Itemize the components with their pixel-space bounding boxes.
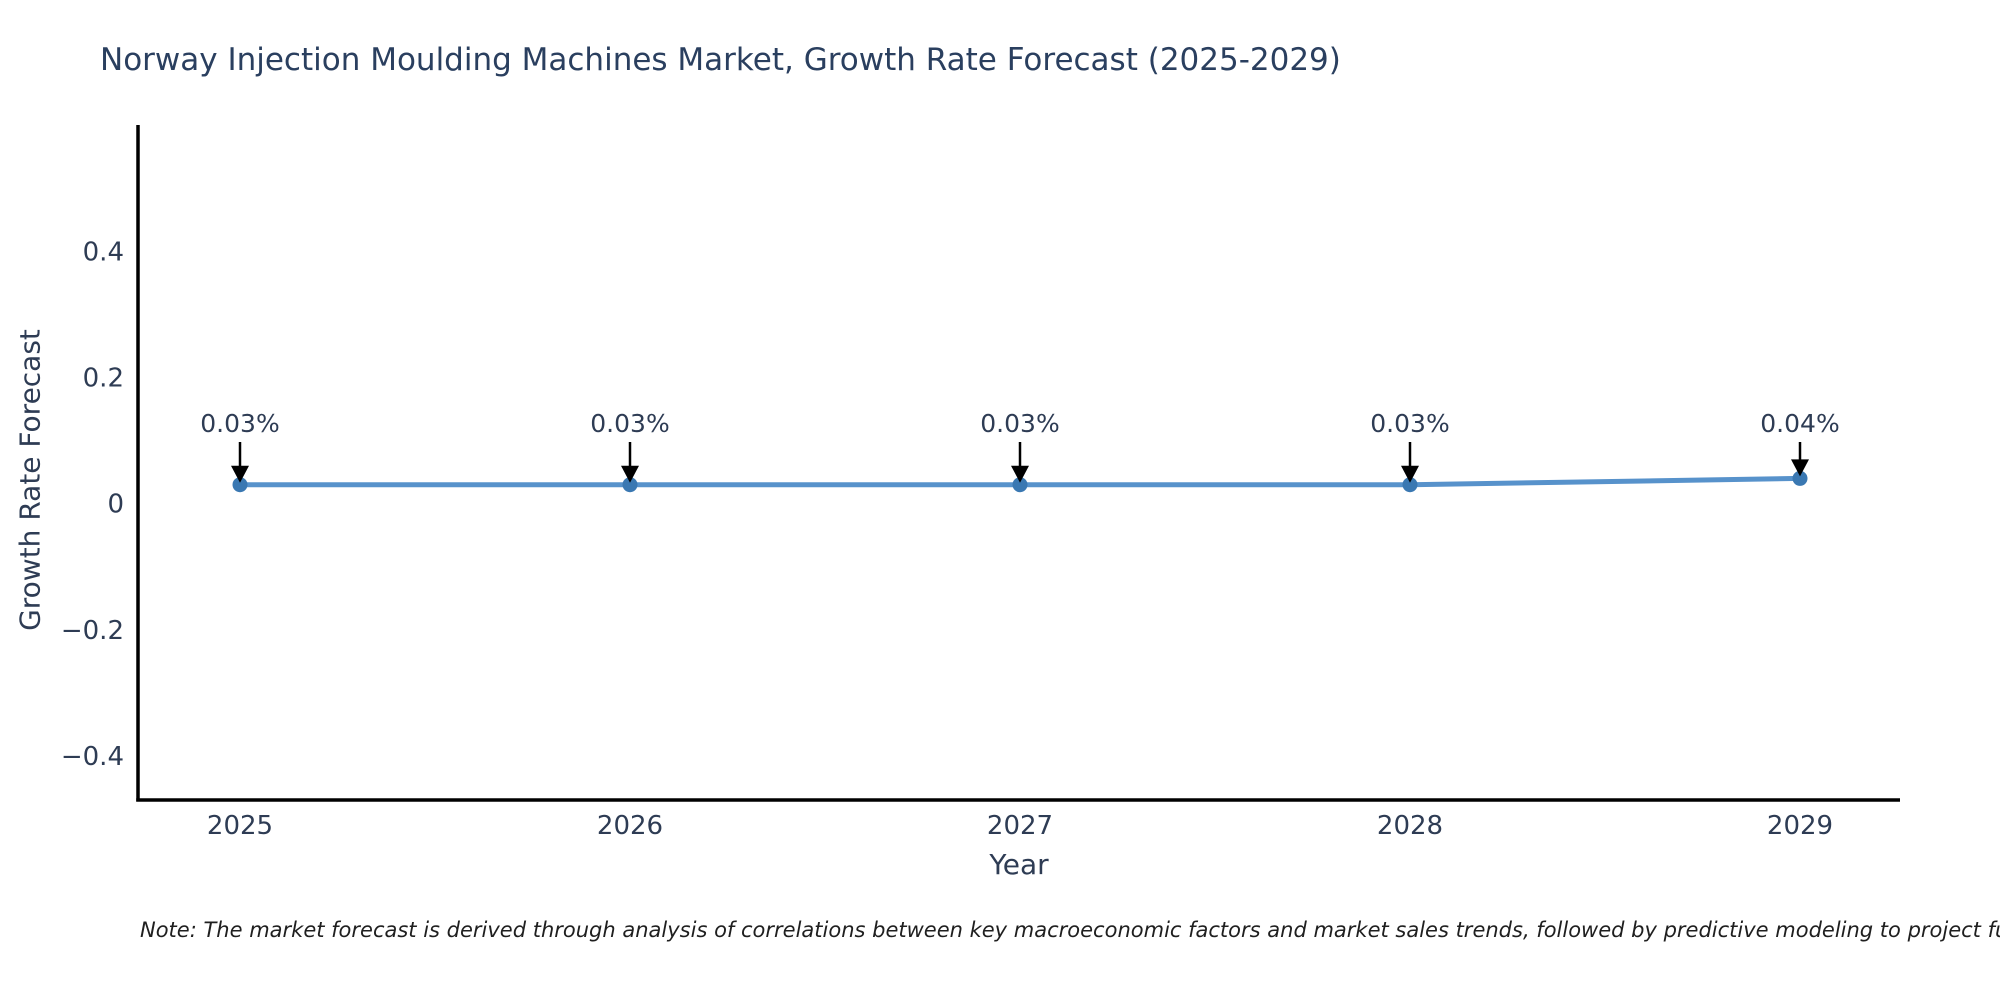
annotation-arrowhead [1401,465,1419,483]
y-tick-label: 0.4 [83,237,124,267]
data-point-2026 [622,477,638,493]
point-annotation-label: 0.03% [980,409,1059,438]
point-annotation-label: 0.04% [1760,409,1839,438]
chart-title: Norway Injection Moulding Machines Marke… [100,42,1341,78]
y-tick-label: 0.2 [83,364,124,394]
data-point-2028 [1402,477,1418,493]
data-point-2027 [1012,477,1028,493]
y-tick-label: −0.4 [61,742,124,772]
annotation-arrowhead [1791,459,1809,477]
x-tick-label: 2027 [987,811,1053,841]
y-tick-label: −0.2 [61,616,124,646]
footnote: Note: The market forecast is derived thr… [140,918,2000,942]
y-tick-label: 0 [107,490,124,520]
point-annotation-label: 0.03% [1370,409,1449,438]
x-axis-label: Year [989,848,1049,881]
x-tick-label: 2029 [1767,811,1833,841]
annotation-arrowhead [621,465,639,483]
x-tick-label: 2026 [597,811,663,841]
annotation-arrowhead [1011,465,1029,483]
x-tick-label: 2025 [207,811,273,841]
x-tick-label: 2028 [1377,811,1443,841]
point-annotation-label: 0.03% [590,409,669,438]
point-annotation-label: 0.03% [200,409,279,438]
data-point-2025 [232,477,248,493]
annotation-arrowhead [231,465,249,483]
data-point-2029 [1792,470,1808,486]
